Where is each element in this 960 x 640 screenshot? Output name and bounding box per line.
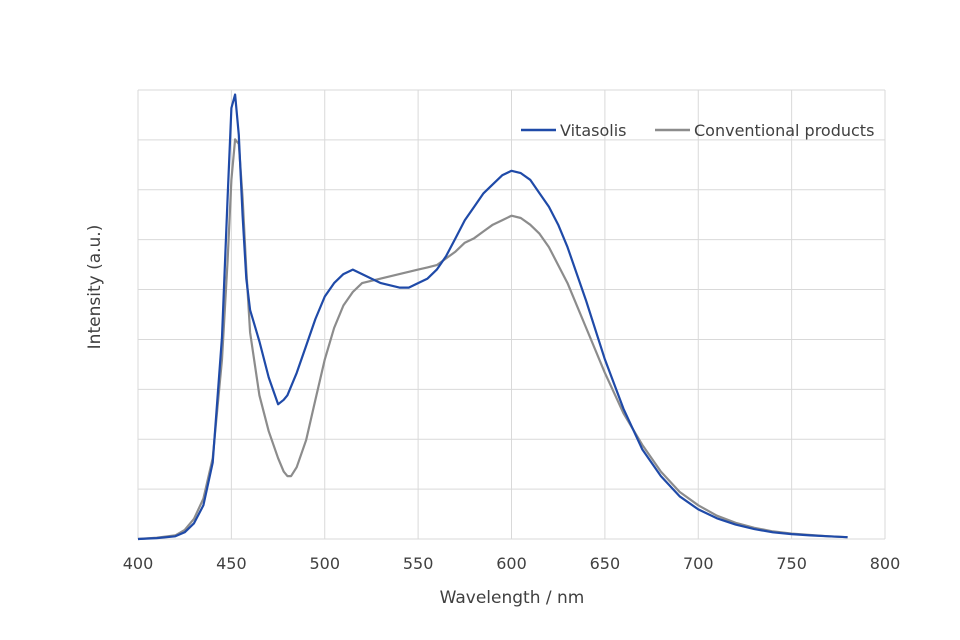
- y-axis-label: Intensity (a.u.): [85, 225, 105, 350]
- x-axis-label: Wavelength / nm: [440, 588, 585, 608]
- x-tick-label: 700: [683, 554, 714, 573]
- legend-label-vitasolis: Vitasolis: [560, 121, 626, 140]
- x-tick-label: 400: [123, 554, 154, 573]
- x-tick-label: 800: [870, 554, 901, 573]
- legend: Vitasolis Conventional products: [521, 121, 874, 140]
- series-layer: [137, 93, 848, 541]
- x-tick-label: 750: [776, 554, 807, 573]
- x-tick-label: 450: [216, 554, 247, 573]
- series-line-vitasolis: [137, 93, 848, 541]
- x-tick-label: 550: [403, 554, 434, 573]
- x-tick-label: 600: [496, 554, 527, 573]
- x-tick-labels: 400 450 500 550 600 650 700 750 800: [123, 554, 901, 573]
- grid: [137, 89, 886, 540]
- x-tick-label: 500: [309, 554, 340, 573]
- legend-label-conventional-products: Conventional products: [694, 121, 874, 140]
- x-tick-label: 650: [590, 554, 621, 573]
